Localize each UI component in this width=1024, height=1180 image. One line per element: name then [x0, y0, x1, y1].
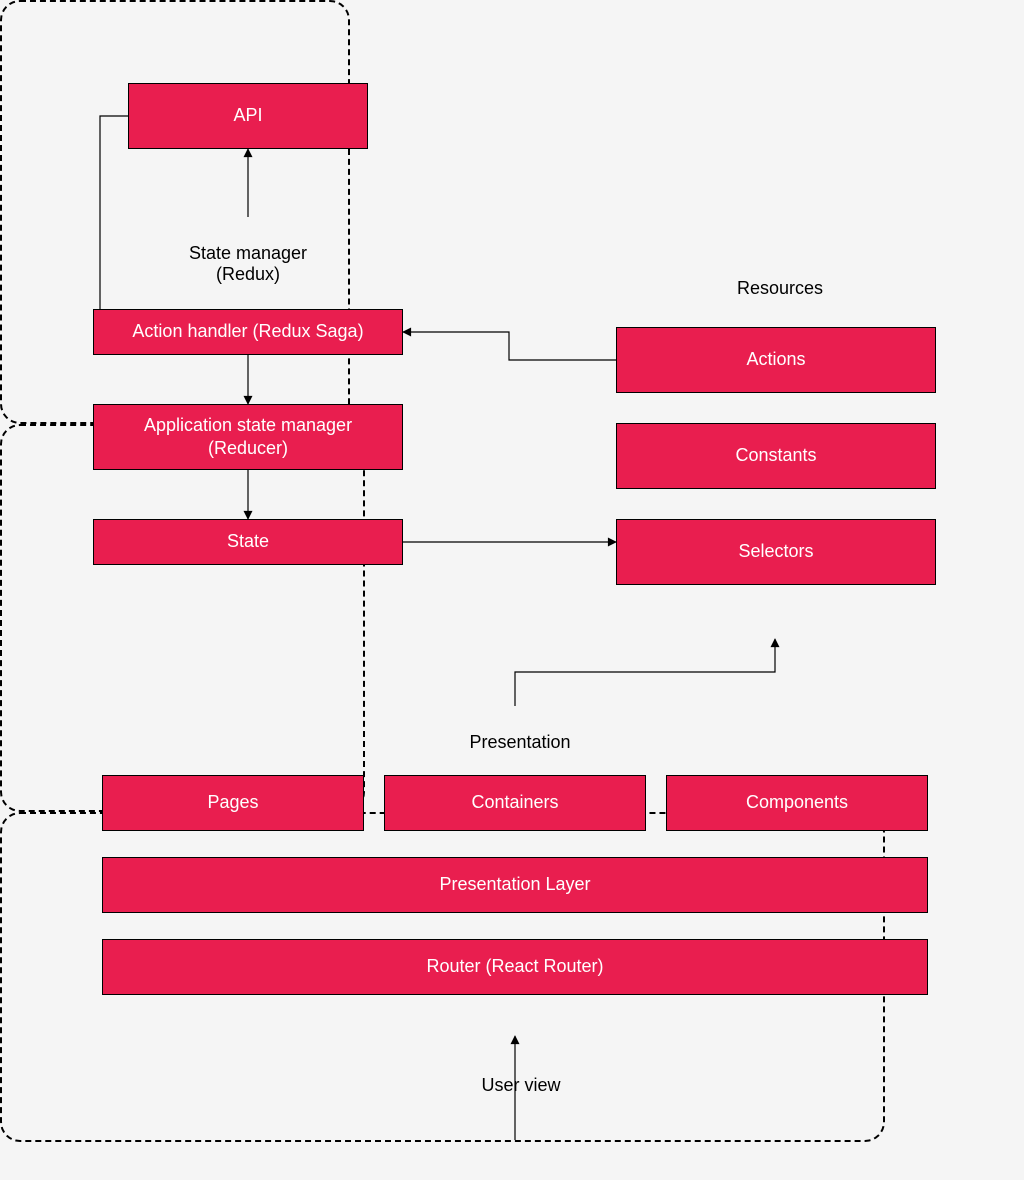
group-label-resources: Resources — [730, 278, 830, 299]
group-label-presentation: Presentation — [455, 732, 585, 753]
edge-actions_to_actionhandler — [403, 332, 616, 360]
node-pages: Pages — [102, 775, 364, 831]
node-containers: Containers — [384, 775, 646, 831]
node-constants: Constants — [616, 423, 936, 489]
edge-presentation_to_resources — [515, 639, 775, 706]
node-action-handler: Action handler (Redux Saga) — [93, 309, 403, 355]
node-api: API — [128, 83, 368, 149]
node-selectors: Selectors — [616, 519, 936, 585]
node-state: State — [93, 519, 403, 565]
group-label-state-manager: State manager (Redux) — [150, 243, 346, 285]
node-app-state-manager: Application state manager (Reducer) — [93, 404, 403, 470]
node-router: Router (React Router) — [102, 939, 928, 995]
label-user-view: User view — [476, 1075, 566, 1096]
node-components: Components — [666, 775, 928, 831]
group-state-manager — [0, 0, 350, 424]
node-actions: Actions — [616, 327, 936, 393]
group-resources — [0, 424, 365, 812]
node-presentation-layer: Presentation Layer — [102, 857, 928, 913]
